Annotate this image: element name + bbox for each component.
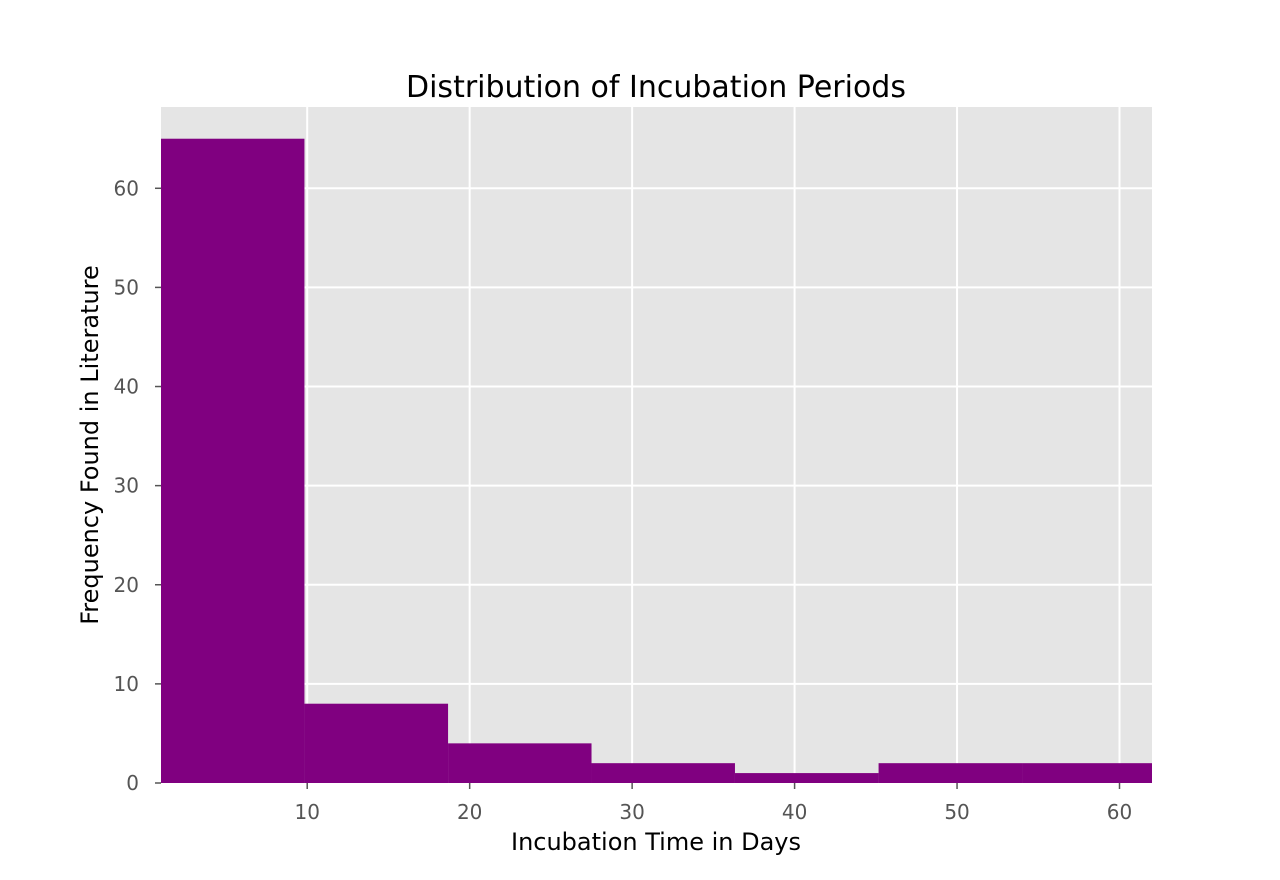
histogram-bar [448, 743, 592, 783]
x-tick-label: 30 [619, 800, 644, 824]
y-tick-label: 10 [114, 672, 139, 696]
x-tick-label: 20 [457, 800, 482, 824]
histogram-bar [304, 703, 449, 783]
histogram-bar [734, 773, 879, 783]
plot-background [161, 107, 1152, 783]
x-tick-label: 10 [294, 800, 319, 824]
x-tick-label: 40 [782, 800, 807, 824]
y-tick-label: 30 [114, 474, 139, 498]
y-tick-label: 0 [126, 771, 139, 795]
axis-ticks: 10 20 30 40 50 60 0 10 20 30 40 50 60 [114, 176, 1133, 824]
y-tick-label: 60 [114, 176, 139, 200]
histogram-bar [878, 763, 1023, 783]
grid-lines [161, 107, 1152, 784]
histogram-bar [161, 138, 305, 783]
histogram-bar [1022, 763, 1152, 783]
x-axis-label: Incubation Time in Days [511, 828, 801, 856]
histogram-bars [161, 138, 1152, 783]
x-tick-label: 50 [944, 800, 969, 824]
y-tick-label: 20 [114, 573, 139, 597]
y-tick-label: 50 [114, 275, 139, 299]
y-axis-label: Frequency Found in Literature [76, 265, 104, 625]
histogram-bar [591, 763, 735, 783]
chart-title: Distribution of Incubation Periods [406, 70, 906, 105]
y-tick-label: 40 [114, 375, 139, 399]
x-tick-label: 60 [1107, 800, 1132, 824]
